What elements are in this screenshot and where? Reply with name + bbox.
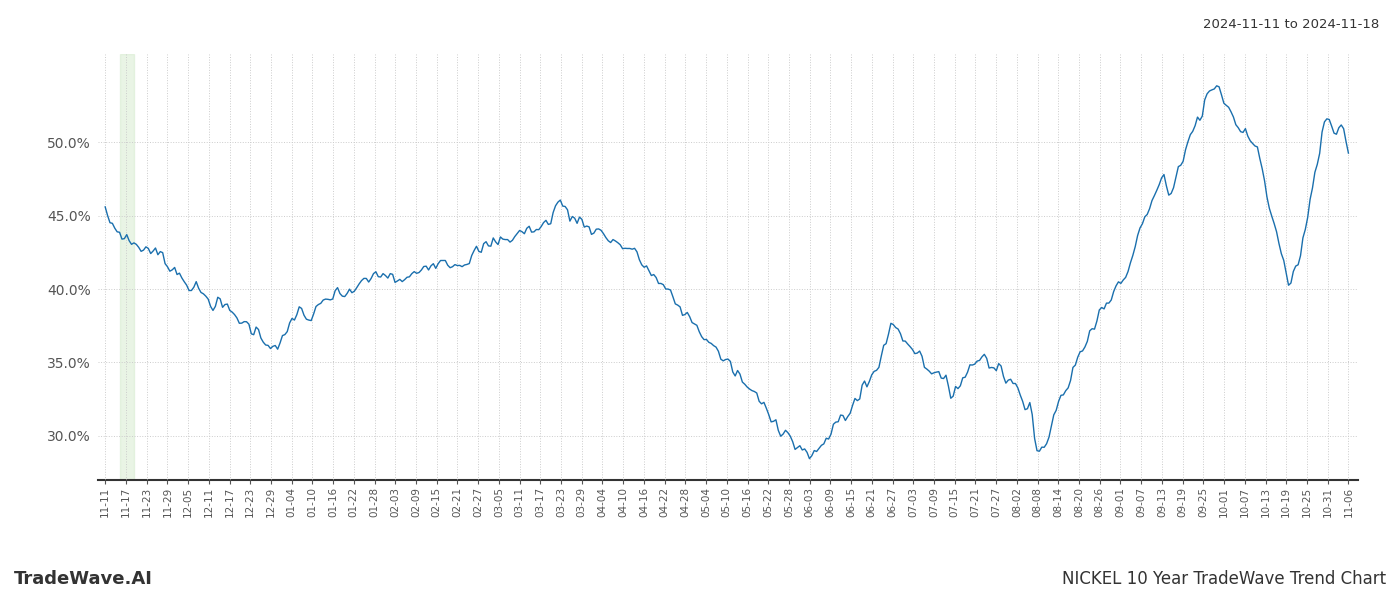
Text: 2024-11-11 to 2024-11-18: 2024-11-11 to 2024-11-18: [1203, 18, 1379, 31]
Text: TradeWave.AI: TradeWave.AI: [14, 570, 153, 588]
Bar: [119, 54, 134, 480]
Text: NICKEL 10 Year TradeWave Trend Chart: NICKEL 10 Year TradeWave Trend Chart: [1061, 570, 1386, 588]
